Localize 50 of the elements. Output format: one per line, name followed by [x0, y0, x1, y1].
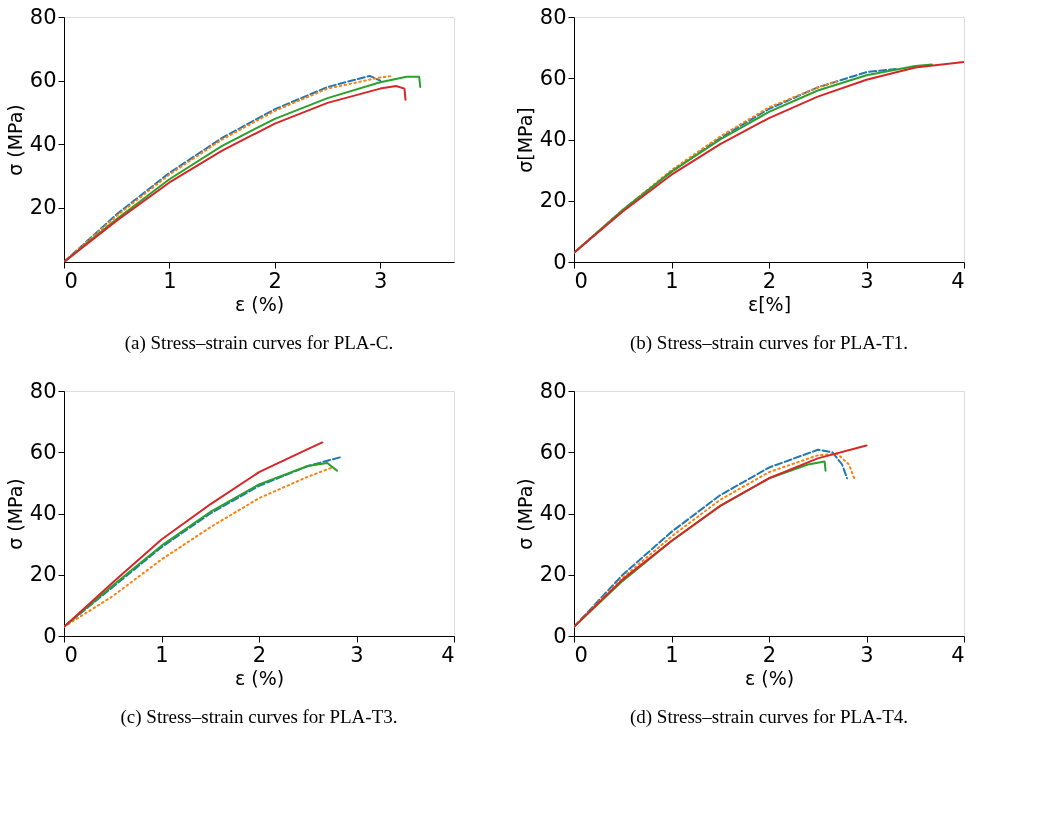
x-tick-label: 3 — [860, 268, 874, 293]
x-tick-label: 3 — [860, 642, 874, 667]
x-tick-label: 0 — [574, 642, 588, 667]
x-tick-label: 4 — [951, 642, 965, 667]
x-tick-label: 2 — [268, 268, 282, 293]
y-axis-title: σ (MPa) — [513, 478, 536, 550]
x-tick-label: 2 — [762, 268, 777, 293]
x-tick-label: 2 — [252, 642, 267, 667]
x-tick-label: 3 — [374, 268, 388, 293]
y-tick-label: 80 — [29, 378, 57, 403]
y-axis-title: σ (MPa) — [3, 478, 26, 550]
x-tick-label: 1 — [665, 268, 679, 293]
y-tick-label: 40 — [539, 501, 567, 525]
y-tick-label: 60 — [539, 65, 567, 90]
text: (c) Stress–strain curves for PLA-T3. — [120, 706, 398, 728]
x-axis-title: ε (%) — [234, 666, 285, 689]
y-tick-label: 60 — [29, 68, 57, 93]
y-tick-label: 60 — [29, 439, 57, 464]
y-tick-label: 0 — [553, 623, 567, 648]
x-axis-title: ε (%) — [744, 666, 795, 689]
y-tick-label: 40 — [29, 501, 57, 525]
x-axis-title: ε[%] — [747, 292, 792, 315]
y-axis-title: σ[MPa] — [513, 107, 536, 173]
y-tick-label: 20 — [539, 188, 567, 213]
y-tick-label: 20 — [29, 195, 57, 220]
y-tick-label: 80 — [29, 4, 57, 29]
text: (d) Stress–strain curves for PLA-T4. — [629, 706, 909, 728]
y-tick-label: 60 — [539, 439, 567, 464]
y-tick-label: 80 — [539, 378, 567, 403]
x-tick-label: 1 — [163, 268, 177, 293]
y-tick-label: 0 — [553, 249, 567, 274]
x-tick-label: 0 — [64, 642, 78, 667]
x-tick-label: 0 — [574, 268, 588, 293]
x-axis-title: ε (%) — [234, 292, 285, 315]
y-tick-label: 0 — [43, 623, 57, 648]
y-tick-label: 40 — [539, 127, 567, 151]
x-tick-label: 4 — [951, 268, 965, 293]
x-tick-label: 1 — [665, 642, 679, 667]
x-tick-label: 2 — [762, 642, 777, 667]
x-tick-label: 1 — [155, 642, 169, 667]
x-tick-label: 3 — [350, 642, 364, 667]
y-tick-label: 20 — [539, 562, 567, 587]
y-tick-label: 20 — [29, 562, 57, 587]
text: (a) Stress–strain curves for PLA-C. — [124, 332, 394, 354]
text: (b) Stress–strain curves for PLA-T1. — [629, 332, 909, 354]
x-tick-label: 0 — [64, 268, 78, 293]
y-axis-title: σ (MPa) — [3, 104, 26, 176]
y-tick-label: 40 — [29, 131, 57, 156]
y-tick-label: 80 — [539, 4, 567, 29]
x-tick-label: 4 — [441, 642, 455, 667]
